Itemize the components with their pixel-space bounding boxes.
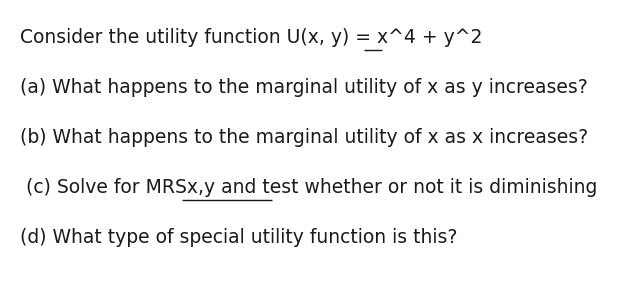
Text: (d) What type of special utility function is this?: (d) What type of special utility functio… [20, 228, 458, 247]
Text: Consider the utility function U(x, y) = x^4 + y^2: Consider the utility function U(x, y) = … [20, 28, 482, 47]
Text: (a) What happens to the marginal utility of x as y increases?: (a) What happens to the marginal utility… [20, 78, 588, 97]
Text: (c) Solve for MRSx,y and test whether or not it is diminishing: (c) Solve for MRSx,y and test whether or… [20, 178, 598, 197]
Text: (b) What happens to the marginal utility of x as x increases?: (b) What happens to the marginal utility… [20, 128, 588, 147]
